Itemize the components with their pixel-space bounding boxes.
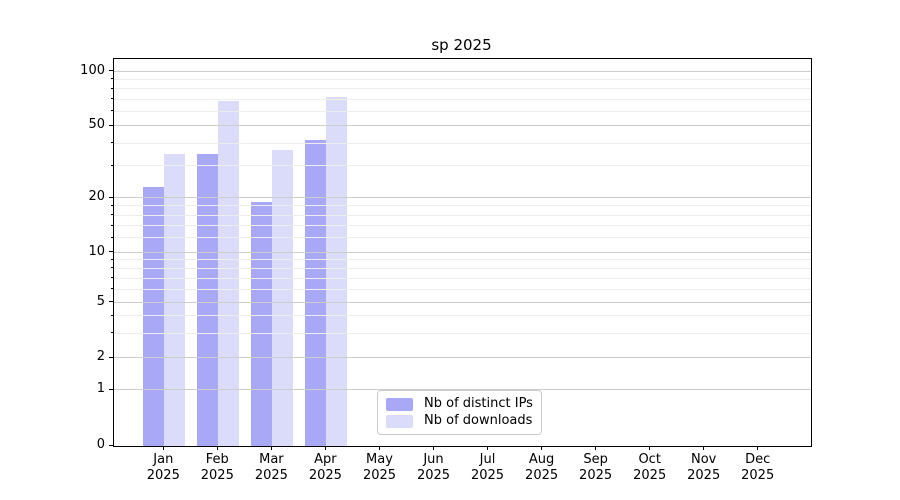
x-tick-mark [433,446,434,450]
y-tick-mark-minor [111,164,113,166]
x-tick-mark [595,446,597,450]
x-axis-tick-label: Dec 2025 [741,452,775,483]
bar-downloads-feb [218,100,240,446]
x-tick-mark [649,446,651,450]
x-axis-tick-label: Sep 2025 [579,452,613,483]
minor-gridline [114,277,811,279]
y-tick-mark [109,70,113,71]
major-gridline [114,251,811,253]
major-gridline [114,197,811,198]
y-tick-mark-minor [111,277,113,279]
x-tick-mark [216,446,218,450]
x-tick-mark [541,446,543,450]
x-axis-tick-label: Oct 2025 [633,452,667,483]
legend-swatch-distinct-ips [386,397,413,411]
bar-distinct-ips-feb [197,154,219,446]
minor-gridline [114,259,811,261]
y-tick-mark [109,301,113,303]
chart-title: sp 2025 [431,36,492,54]
plot-area [113,58,812,447]
y-tick-mark-minor [111,204,113,206]
x-tick-mark [703,446,705,450]
y-tick-mark-minor [111,332,113,334]
x-axis-tick-label: Mar 2025 [254,452,288,483]
bar-downloads-mar [272,149,294,446]
minor-gridline [114,88,811,90]
y-axis-tick-label: 20 [88,189,105,204]
x-axis-tick-label: Jan 2025 [146,452,180,483]
minor-gridline [114,205,811,207]
y-axis-tick-label: 10 [88,243,105,259]
y-tick-mark-minor [111,314,113,316]
bar-distinct-ips-mar [251,202,273,446]
x-axis-tick-label: Aug 2025 [525,452,559,483]
y-tick-mark [109,124,113,126]
y-tick-mark [109,356,113,358]
x-tick-mark [487,446,488,450]
legend-item-distinct-ips: Nb of distinct IPs [386,397,533,411]
minor-gridline [114,237,811,239]
bar-distinct-ips-apr [305,139,327,446]
y-axis-tick-label: 1 [96,381,105,397]
major-gridline [114,70,811,72]
y-axis-tick-label: 5 [96,293,105,309]
y-tick-mark [109,444,113,446]
minor-gridline [114,110,811,112]
minor-gridline [114,214,811,216]
x-tick-mark [324,446,326,450]
bar-downloads-jan [164,154,186,446]
y-tick-mark-minor [111,87,113,89]
minor-gridline [114,315,811,317]
y-tick-mark [109,251,113,253]
minor-gridline [114,332,811,334]
y-axis-tick-label: 100 [80,62,105,78]
minor-gridline [114,165,811,167]
y-tick-mark-minor [111,258,113,260]
legend-swatch-downloads [386,414,413,428]
x-axis-tick-label: Nov 2025 [687,452,721,483]
minor-gridline [114,267,811,269]
x-tick-mark [270,446,272,450]
y-axis-tick-label: 0 [96,437,105,452]
major-gridline [114,357,811,358]
y-tick-mark [109,196,113,198]
minor-gridline [114,142,811,144]
y-tick-mark-minor [111,288,113,290]
legend-label-distinct-ips: Nb of distinct IPs [424,396,533,411]
minor-gridline [114,98,811,100]
y-tick-mark-minor [111,214,113,216]
x-tick-mark [379,446,380,450]
legend: Nb of distinct IPs Nb of downloads [377,390,542,435]
minor-gridline [114,225,811,227]
major-gridline [114,125,811,127]
x-tick-mark [162,446,164,450]
minor-gridline [114,78,811,80]
x-tick-mark [757,446,759,450]
y-axis-tick-label: 2 [96,349,105,364]
x-axis-tick-label: Apr 2025 [308,452,342,483]
y-axis-tick-label: 50 [88,117,105,133]
y-tick-mark-minor [111,236,113,238]
major-gridline [114,301,811,303]
x-axis-tick-label: Feb 2025 [200,452,234,483]
x-axis-tick-label: May 2025 [362,452,397,483]
minor-gridline [114,288,811,290]
major-gridline [114,389,811,391]
bar-downloads-apr [326,97,348,446]
x-axis-tick-label: Jul 2025 [470,452,505,483]
legend-label-downloads: Nb of downloads [424,413,533,428]
y-tick-mark [109,388,113,390]
y-tick-mark-minor [111,98,113,100]
y-tick-mark-minor [111,142,113,144]
x-axis-tick-label: Jun 2025 [416,452,451,483]
y-tick-mark-minor [111,78,113,80]
y-tick-mark-minor [111,110,113,112]
y-tick-mark-minor [111,224,113,226]
y-tick-mark-minor [111,267,113,269]
legend-item-downloads: Nb of downloads [386,414,533,428]
